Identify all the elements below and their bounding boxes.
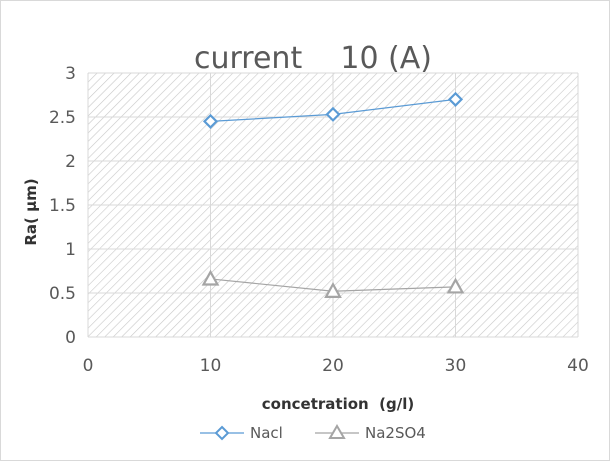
x-tick-label: 0 xyxy=(83,356,94,376)
y-tick-label: 1.5 xyxy=(49,196,76,216)
x-tick-label: 30 xyxy=(445,356,467,376)
legend-triangle-icon xyxy=(330,426,344,438)
x-tick-label: 10 xyxy=(200,356,222,376)
y-tick-label: 0.5 xyxy=(49,284,76,304)
legend-label-na2so4: Na2SO4 xyxy=(365,424,426,442)
y-tick-label: 3 xyxy=(65,64,76,84)
x-tick-label: 40 xyxy=(567,356,589,376)
y-axis-title: Ra( µm) xyxy=(22,178,40,245)
y-tick-label: 2.5 xyxy=(49,108,76,128)
x-tick-label: 20 xyxy=(322,356,344,376)
legend-label-nacl: Nacl xyxy=(250,424,283,442)
legend-item-nacl: Nacl xyxy=(200,424,283,442)
legend-item-na2so4: Na2SO4 xyxy=(315,424,426,442)
x-axis-title: concetration (g/l) xyxy=(262,395,414,413)
legend-diamond-icon xyxy=(216,427,228,439)
y-tick-label: 1 xyxy=(65,240,76,260)
legend: Nacl Na2SO4 xyxy=(200,424,426,442)
chart-title: current 10 (A) xyxy=(194,41,432,76)
y-tick-label: 2 xyxy=(65,152,76,172)
y-tick-label: 0 xyxy=(65,328,76,348)
